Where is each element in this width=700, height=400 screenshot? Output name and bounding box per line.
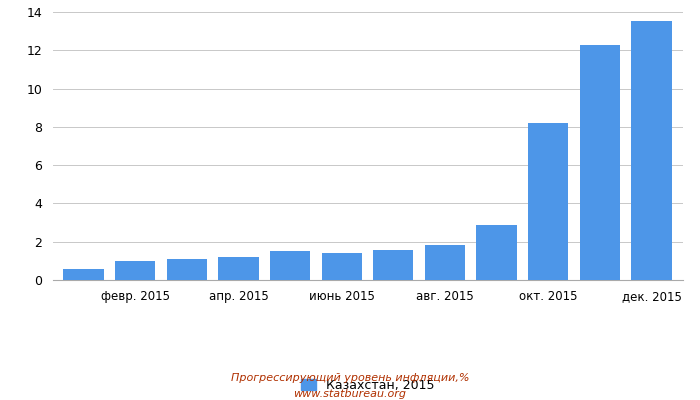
Bar [631,21,672,280]
Bar [528,123,568,280]
Bar [477,226,517,280]
Legend: Казахстан, 2015: Казахстан, 2015 [301,379,434,392]
Bar [115,261,155,280]
Bar [425,244,465,280]
Bar [63,268,104,280]
Bar [218,257,258,280]
Bar [167,259,207,280]
Text: Прогрессирующий уровень инфляции,%: Прогрессирующий уровень инфляции,% [231,373,469,383]
Bar [580,44,620,280]
Bar [373,250,414,280]
Bar [321,253,362,280]
Bar [270,251,310,280]
Text: www.statbureau.org: www.statbureau.org [293,389,407,399]
